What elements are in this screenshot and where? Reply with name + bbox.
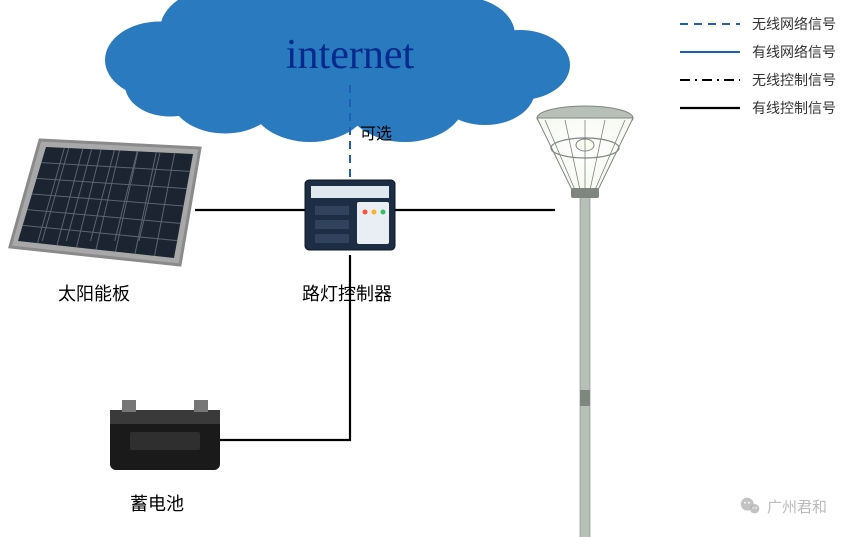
solar-panel-icon bbox=[10, 140, 200, 265]
watermark-text: 广州君和 bbox=[767, 496, 827, 517]
panel-label: 太阳能板 bbox=[58, 280, 130, 306]
legend-row: 有线网络信号 bbox=[680, 38, 836, 66]
battery-label: 蓄电池 bbox=[130, 490, 184, 516]
legend-row: 无线控制信号 bbox=[680, 66, 836, 94]
wechat-icon bbox=[739, 495, 761, 517]
controller-label: 路灯控制器 bbox=[302, 280, 392, 306]
legend-line-icon bbox=[680, 103, 740, 113]
legend-row: 无线网络信号 bbox=[680, 10, 836, 38]
optional-label: 可选 bbox=[360, 120, 392, 144]
svg-text:internet: internet bbox=[286, 32, 415, 78]
battery-icon bbox=[110, 400, 220, 470]
watermark: 广州君和 bbox=[739, 495, 827, 517]
legend-line-icon bbox=[680, 19, 740, 29]
legend-line-icon bbox=[680, 75, 740, 85]
legend-row: 有线控制信号 bbox=[680, 94, 836, 122]
legend-label: 有线网络信号 bbox=[752, 42, 836, 62]
legend-label: 无线控制信号 bbox=[752, 70, 836, 90]
controller-icon bbox=[305, 180, 395, 250]
legend-label: 无线网络信号 bbox=[752, 14, 836, 34]
internet-cloud: internet bbox=[105, 0, 570, 142]
legend: 无线网络信号有线网络信号无线控制信号有线控制信号 bbox=[680, 10, 836, 122]
street-lamp-icon bbox=[537, 106, 633, 537]
legend-label: 有线控制信号 bbox=[752, 98, 836, 118]
legend-line-icon bbox=[680, 47, 740, 57]
